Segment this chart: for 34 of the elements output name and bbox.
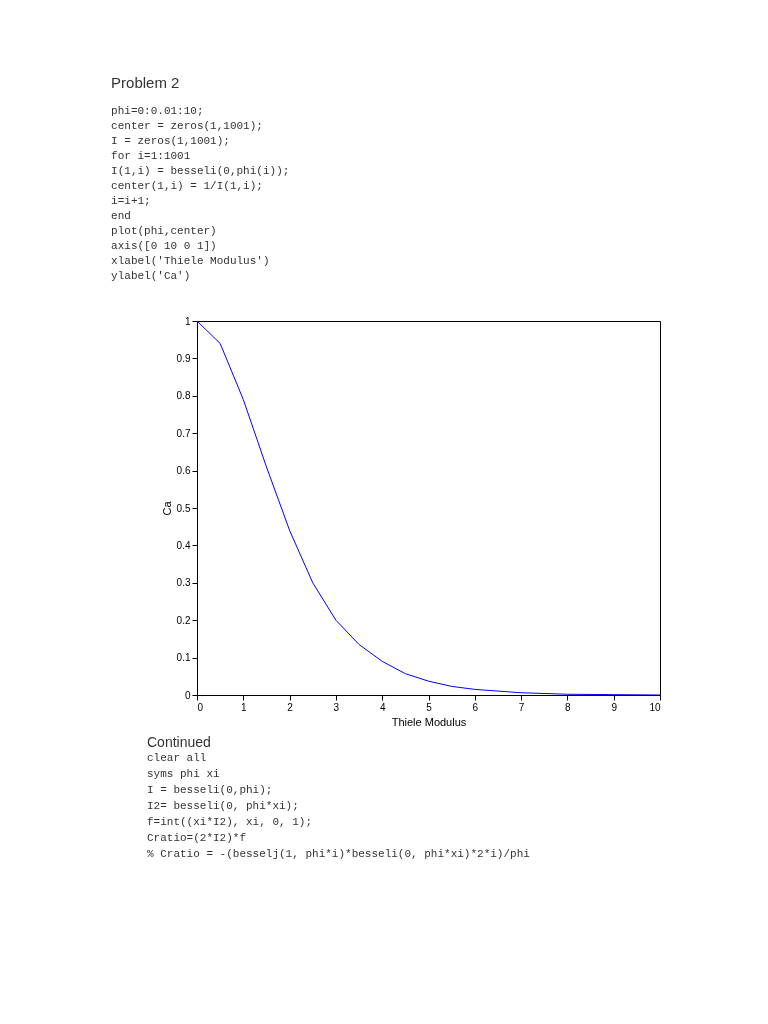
x-tick-label: 9 [611, 701, 618, 713]
y-tick-label: 0.5 [176, 502, 191, 514]
y-tick-label: 0.1 [176, 652, 191, 664]
x-tick-label: 8 [565, 701, 572, 713]
text: I2= besseli(0, phi*xi); [147, 800, 299, 812]
x-tick-label: 1 [241, 701, 248, 713]
text: phi=0:0.01:10; center = zeros(1,1001); I = zeros(1,1001); for i=1:1001 I(1,i) = besseli(0,phi(i)); center(1,i) = 1/I(1,i); i=i+1; end plot(phi,center) axis([0 10 0 1]) xlabel('Thiele Modulus') ylabel('Ca') [111, 105, 290, 282]
y-tick-label: 0.2 [176, 614, 191, 626]
x-tick-label: 4 [379, 701, 386, 713]
text: syms phi xi [147, 768, 221, 780]
y-tick-label: 0 [184, 689, 191, 701]
x-tick-label: 5 [426, 701, 433, 713]
text: I = besseli(0,phi); [147, 784, 273, 796]
x-tick-label: 6 [472, 701, 479, 713]
y-tick-label: 0.9 [176, 352, 191, 364]
text: Continued [147, 734, 211, 750]
y-tick-label: 0.4 [176, 539, 191, 551]
y-tick-label: 0.3 [176, 577, 191, 589]
y-tick-label: 0.8 [176, 390, 191, 402]
y-tick-label: 0.7 [176, 427, 191, 439]
text: clear all [147, 752, 207, 764]
x-tick-label: 0 [197, 701, 204, 713]
x-axis-title: Thiele Modulus [391, 715, 467, 728]
x-tick-label: 7 [518, 701, 525, 713]
chart-title: Problem 2 [111, 74, 180, 91]
y-tick-label: 1 [184, 315, 191, 327]
y-axis-title: Ca [160, 500, 173, 516]
x-tick-label: 3 [333, 701, 340, 713]
text: f=int((xi*I2), xi, 0, 1); [147, 816, 313, 828]
text: % Cratio = -(besselj(1, phi*i)*besseli(0, phi*xi)*2*i)/phi [147, 848, 531, 860]
y-tick-label: 0.6 [176, 465, 191, 477]
x-tick-label: 10 [649, 701, 661, 713]
x-tick-label: 2 [287, 701, 294, 713]
text: Cratio=(2*I2)*f [147, 832, 247, 844]
